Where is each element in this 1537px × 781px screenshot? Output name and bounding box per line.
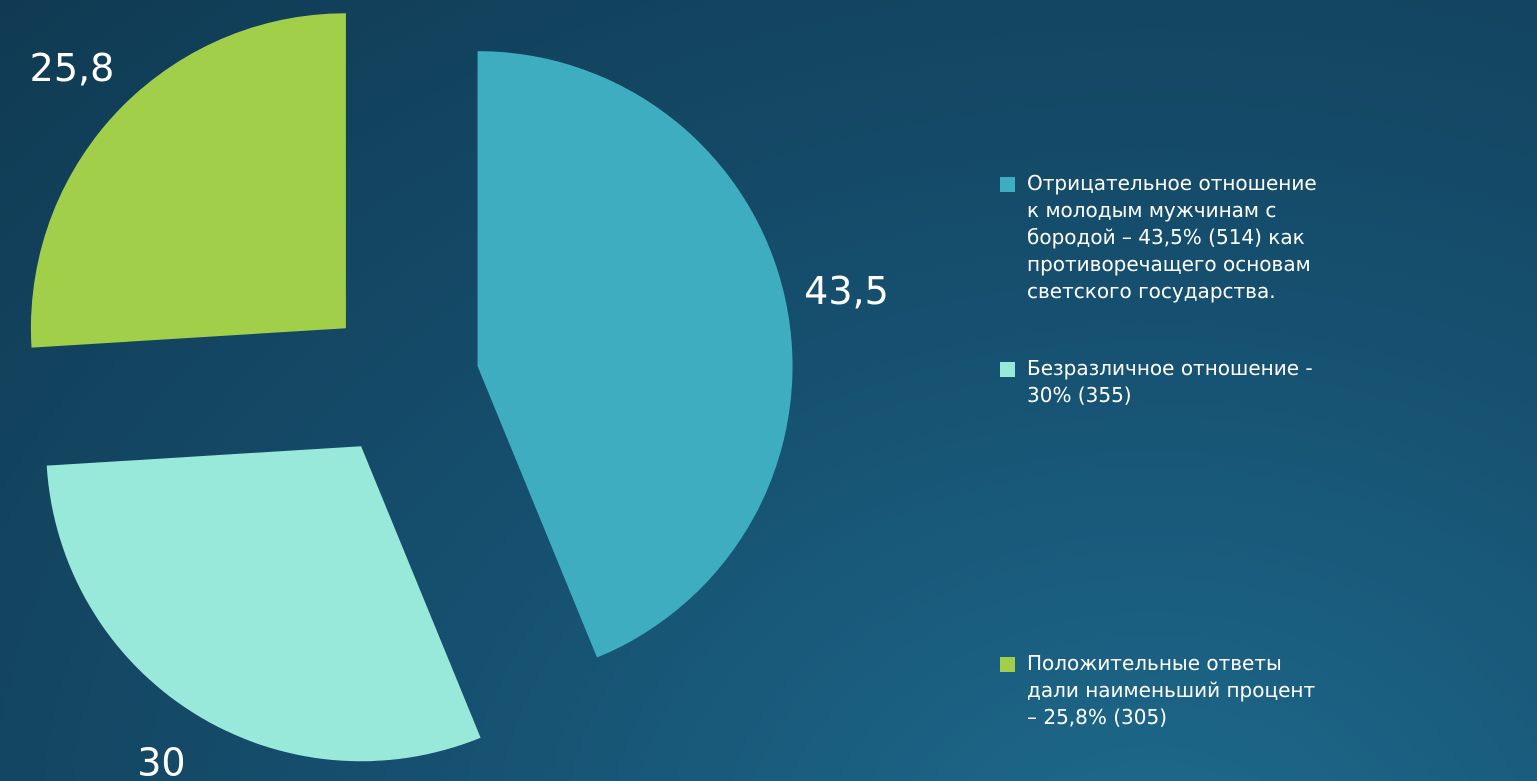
legend-label: Положительные ответы дали наименьший про…: [1027, 651, 1316, 729]
pie-slice: [46, 446, 481, 762]
data-label: 43,5: [804, 269, 889, 313]
legend-label: Безразличное отношение - 30% (355): [1027, 356, 1313, 407]
data-label: 25,8: [30, 46, 115, 90]
legend-item: Положительные ответы дали наименьший про…: [1000, 650, 1330, 731]
pie-slice: [30, 13, 346, 348]
legend-swatch: [1000, 362, 1015, 377]
pie-slice: [477, 51, 793, 658]
legend-item: Безразличное отношение - 30% (355): [1000, 355, 1330, 409]
legend-swatch: [1000, 177, 1015, 192]
legend-swatch: [1000, 657, 1015, 672]
legend-label: Отрицательное отношение к молодым мужчин…: [1027, 171, 1317, 303]
data-label: 30: [137, 740, 185, 781]
legend-item: Отрицательное отношение к молодым мужчин…: [1000, 170, 1330, 305]
